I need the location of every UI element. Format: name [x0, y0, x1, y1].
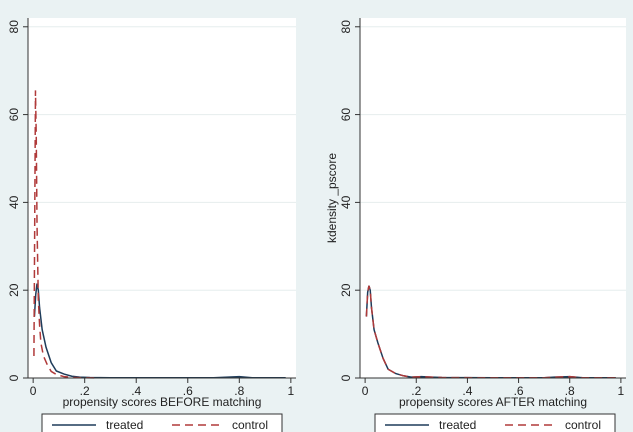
y-tick-label: 60	[7, 108, 21, 122]
x-tick-label: .8	[234, 384, 244, 398]
y-tick-label: 20	[7, 283, 21, 297]
y-tick-label: 80	[7, 20, 21, 34]
legend-box-after	[374, 413, 616, 432]
x-tick-label: 0	[30, 384, 37, 398]
y-tick-label: 60	[339, 108, 353, 122]
grid-before	[28, 26, 296, 291]
series-after	[365, 285, 616, 379]
legend-label-treated-after: treated	[439, 418, 476, 432]
series-line-control	[365, 285, 616, 379]
y-tick-label: 40	[7, 195, 21, 209]
panel-before: 0 20 40 60 80 0 .2 .4 .6 .8 1 propensity scores B…	[7, 18, 296, 432]
plot-area-after	[360, 18, 626, 378]
x-tick-label: .2	[411, 384, 421, 398]
legend-label-treated-before: treated	[106, 418, 143, 432]
plot-area-before	[28, 18, 296, 378]
y-tick-label: 0	[339, 374, 353, 381]
x-tick-label: 1	[618, 384, 625, 398]
y-tick-label: 40	[339, 195, 353, 209]
y-tick-label: 20	[339, 283, 353, 297]
x-tick-label: .4	[131, 384, 141, 398]
x-tick-label: .8	[565, 384, 575, 398]
x-tick-label: 0	[362, 384, 369, 398]
legend-label-control-after: control	[565, 418, 601, 432]
y-tick-label: 80	[339, 20, 353, 34]
panel-after: 0 20 40 60 80 0 .2 .4 .6 .8 1 kdensity _pscore pr…	[325, 18, 626, 432]
x-axis-label-after: propensity scores AFTER matching	[399, 395, 587, 409]
legend-label-control-before: control	[232, 418, 268, 432]
y-axis-label-after: kdensity _pscore	[325, 153, 339, 243]
y-ticks-before: 0 20 40 60 80	[7, 20, 28, 381]
x-tick-label: .6	[514, 384, 524, 398]
x-tick-label: 1	[288, 384, 295, 398]
legend-after: treated control	[374, 413, 616, 432]
grid-after	[360, 26, 626, 291]
series-line-control	[33, 90, 98, 379]
x-tick-label: .2	[80, 384, 90, 398]
x-tick-label: .6	[183, 384, 193, 398]
legend-box-before	[41, 413, 283, 432]
x-axis-label-before: propensity scores BEFORE matching	[63, 395, 262, 409]
x-ticks-after: 0 .2 .4 .6 .8 1	[362, 378, 625, 398]
y-ticks-after: 0 20 40 60 80	[339, 20, 360, 381]
x-ticks-before: 0 .2 .4 .6 .8 1	[30, 378, 295, 398]
x-tick-label: .4	[462, 384, 472, 398]
legend-before: treated control	[41, 413, 283, 432]
y-tick-label: 0	[7, 374, 21, 381]
